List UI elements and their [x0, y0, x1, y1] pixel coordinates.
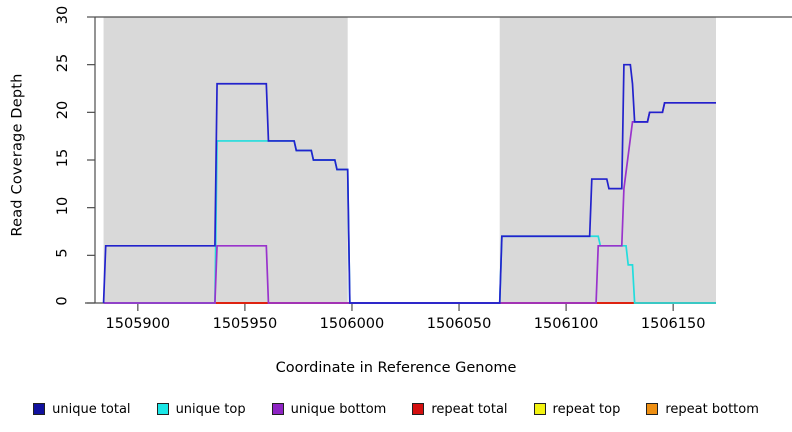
x-axis-title: Coordinate in Reference Genome	[275, 360, 517, 376]
x-tick-label: 1505900	[105, 316, 171, 332]
shaded-region	[499, 17, 716, 303]
legend-item[interactable]: repeat top	[533, 401, 621, 417]
series-line-unique-total	[102, 63, 716, 304]
legend-item[interactable]: repeat total	[412, 401, 508, 417]
legend-swatch-icon	[33, 403, 46, 415]
legend-swatch-icon	[271, 403, 284, 415]
legend-item[interactable]: repeat bottom	[646, 402, 759, 417]
legend-item-label: unique top	[175, 401, 246, 417]
legend-swatch-icon	[156, 403, 169, 415]
x-tick-label: 1506100	[533, 316, 599, 332]
legend-item[interactable]: unique bottom	[271, 401, 387, 417]
chart-legend: unique total unique top unique bottom repea…	[0, 398, 792, 420]
legend-item-label: repeat bottom	[665, 401, 759, 417]
shaded-region	[103, 17, 348, 303]
x-tick-label: 1506050	[426, 316, 492, 332]
x-tick-label: 1506000	[319, 316, 385, 332]
legend-item-label: unique total	[52, 401, 131, 417]
legend-item-label: repeat total	[431, 401, 508, 417]
legend-swatch-icon	[533, 403, 546, 415]
legend-item[interactable]: unique total	[33, 401, 131, 417]
x-tick-label: 1506150	[640, 316, 706, 332]
legend-item[interactable]: unique top	[156, 401, 246, 417]
x-tick-label: 1505950	[212, 316, 278, 332]
legend-item-label: repeat top	[552, 401, 621, 417]
legend-swatch-icon	[412, 403, 425, 415]
legend-swatch-icon	[646, 403, 659, 415]
legend-item-label: unique bottom	[290, 401, 387, 417]
